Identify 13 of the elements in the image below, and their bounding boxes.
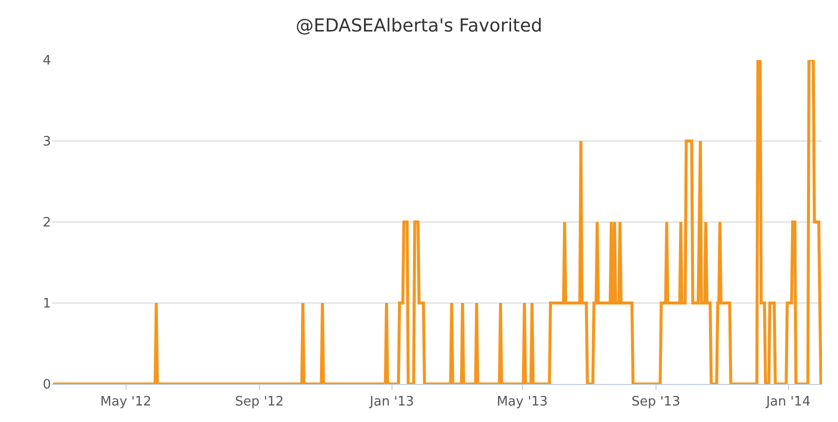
y-tick-label: 4 — [42, 54, 51, 69]
y-tick-label: 3 — [42, 134, 51, 150]
x-tick-label: Jan '13 — [368, 394, 414, 410]
line-series — [52, 60, 822, 384]
x-tick-label: Jan '14 — [765, 394, 810, 410]
x-tick-label: May '13 — [496, 394, 548, 410]
x-tick-label: Sep '13 — [631, 394, 680, 410]
y-tick-label: 1 — [42, 296, 51, 312]
chart-title: @EDASEAlberta's Favorited — [296, 16, 542, 37]
y-tick-label: 2 — [42, 216, 51, 231]
x-tick-label: Sep '12 — [235, 394, 284, 410]
x-tick-label: May '12 — [100, 394, 152, 410]
y-tick-label: 0 — [42, 378, 51, 393]
